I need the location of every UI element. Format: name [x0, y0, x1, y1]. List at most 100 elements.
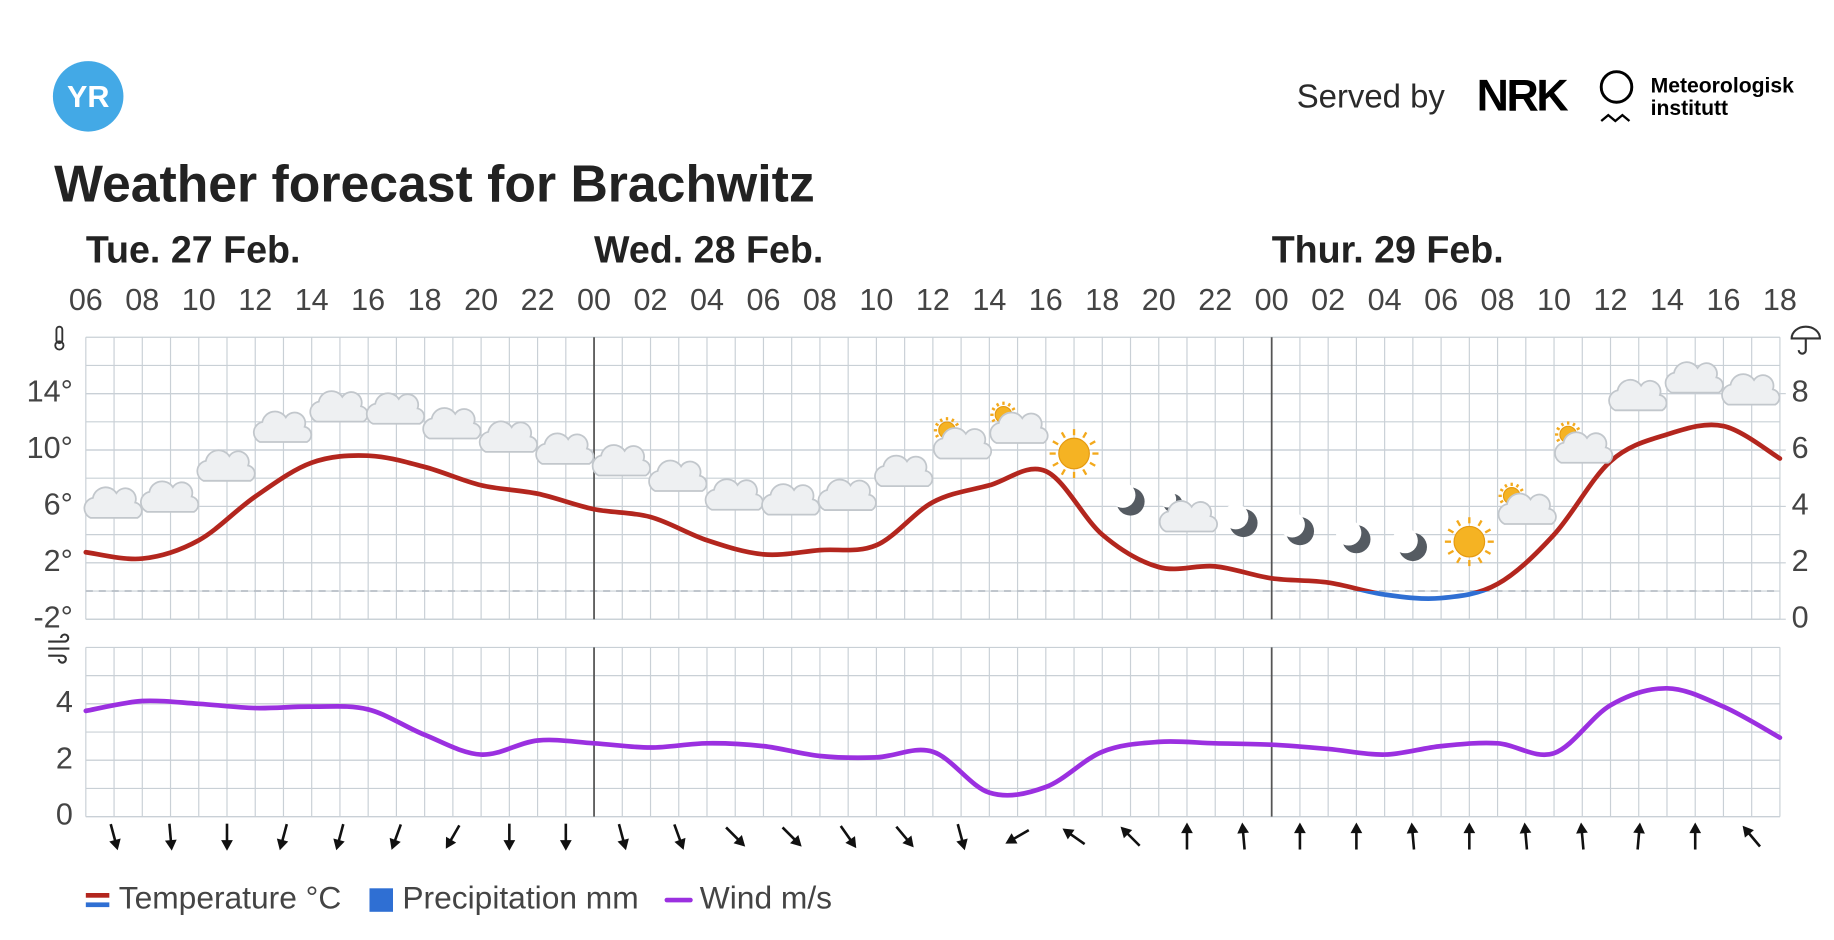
sun-ray [991, 407, 996, 411]
legend-label: Temperature °C [119, 879, 342, 915]
weather-icon [761, 483, 821, 516]
nrk-logo: NRK [1477, 72, 1569, 121]
x-tick-label: 00 [1255, 283, 1289, 317]
arrow-head [845, 836, 857, 849]
weather-icon [704, 478, 764, 511]
cloud [478, 420, 539, 453]
wind-arrow [164, 823, 177, 851]
sun [1058, 437, 1090, 470]
wind-arrow [1463, 822, 1476, 850]
sun-ray [1515, 483, 1520, 488]
cloud [1608, 378, 1668, 412]
sun-ray [1060, 468, 1066, 476]
x-tick-label: 18 [1085, 283, 1119, 317]
y2-tick-label: 0 [1792, 600, 1809, 634]
x-tick-label: 22 [1198, 283, 1232, 317]
x-tick-label: 20 [1142, 283, 1176, 317]
cloud [1158, 500, 1218, 533]
sun-ray [1011, 407, 1016, 411]
arrow-head [956, 838, 968, 851]
y-tick-label: 4 [56, 685, 73, 719]
cloud [140, 480, 200, 513]
arrow-head [617, 838, 629, 851]
wind-arrow [221, 823, 233, 851]
day-label: Wed. 28 Feb. [594, 229, 823, 271]
weather-icon [1497, 482, 1557, 525]
sun-ray [1082, 431, 1088, 439]
weather-icon [365, 392, 426, 425]
umbrella-icon [1790, 325, 1821, 355]
arrow-head [445, 836, 457, 849]
moon-cut [1279, 512, 1305, 538]
arrow-head [902, 835, 914, 848]
weather-icon [989, 401, 1049, 444]
x-tick-label: 16 [1029, 283, 1063, 317]
cloud [365, 392, 426, 425]
sun-ray [1477, 556, 1483, 564]
weather-icon [535, 432, 595, 465]
sun-ray [1556, 426, 1561, 431]
moon-cut [1335, 520, 1362, 546]
y-tick-label: 0 [56, 798, 73, 832]
sun-ray [1456, 519, 1462, 527]
wind-arrow [781, 826, 802, 847]
x-tick-label: 22 [521, 283, 555, 317]
weather-icon [140, 480, 200, 513]
wind-arrow [725, 826, 746, 847]
arrow-head [1062, 828, 1075, 840]
weather-icon [1110, 482, 1145, 516]
y2-tick-label: 6 [1792, 431, 1809, 465]
wind-arrow [1689, 822, 1702, 850]
sun-ray [995, 402, 1000, 407]
arrow-head [1005, 833, 1018, 844]
x-tick-label: 16 [351, 283, 385, 317]
cloud [196, 449, 256, 482]
weather-icon [1608, 378, 1668, 412]
legend-swatch [85, 893, 110, 898]
sun-ray [939, 418, 944, 423]
arrow-head [503, 840, 516, 851]
wind-arrow [389, 824, 403, 850]
x-tick-label: 00 [577, 283, 611, 317]
wind-arrow [1633, 822, 1645, 850]
met-name: Meteorologisk [1651, 75, 1795, 98]
wind-arrow [1237, 822, 1250, 850]
sun-ray [950, 418, 955, 423]
legend-label: Precipitation mm [402, 879, 638, 915]
arrow-head [276, 838, 289, 851]
arrow-head [1463, 822, 1476, 834]
cloud [648, 459, 708, 492]
sun-ray [1052, 461, 1059, 467]
sun-ray [1519, 488, 1524, 492]
x-tick-label: 16 [1706, 283, 1740, 317]
wind-arrow [276, 823, 289, 851]
arrow-head [674, 837, 686, 850]
sun-ray [1060, 431, 1066, 439]
weather-icon [1049, 429, 1099, 478]
y-tick-label: 2 [56, 741, 73, 775]
y2-tick-label: 2 [1792, 544, 1809, 578]
sun-ray [954, 422, 959, 427]
weather-icon [932, 417, 993, 460]
wind-arrow [333, 823, 345, 851]
wind-arrow [445, 824, 461, 849]
sun-ray [935, 422, 940, 427]
logo-badge [52, 61, 124, 132]
arrow-head [1120, 826, 1133, 839]
sun-ray [1477, 519, 1483, 527]
y-tick-label: -2° [33, 600, 72, 634]
x-tick-label: 04 [690, 283, 724, 317]
y2-tick-label: 8 [1792, 375, 1809, 409]
arrow-head [389, 837, 401, 850]
arrow-head [221, 840, 233, 851]
cloud [535, 432, 595, 465]
weather-icon [648, 459, 708, 492]
x-tick-label: 20 [464, 283, 498, 317]
arrow-head [1633, 822, 1645, 834]
sun-ray [1504, 483, 1508, 488]
cloud [1664, 361, 1724, 394]
cloud [1497, 492, 1557, 525]
met-name: institutt [1651, 97, 1729, 120]
x-tick-label: 14 [295, 283, 329, 317]
sun-ray [1089, 461, 1096, 467]
